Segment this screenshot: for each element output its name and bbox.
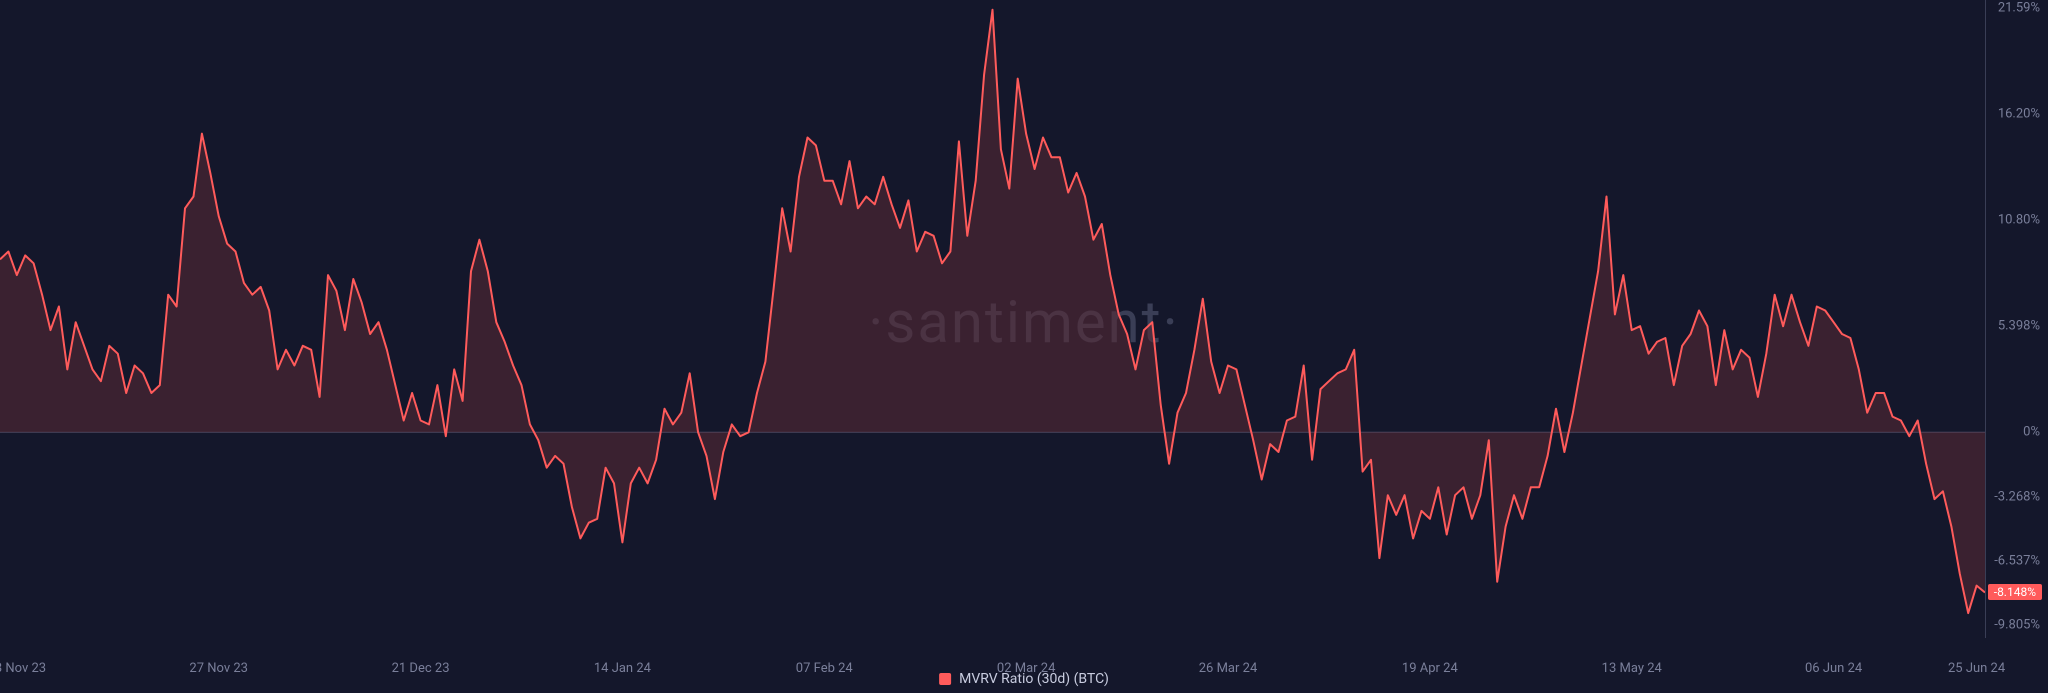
x-tick-label: 14 Jan 24 <box>594 661 651 676</box>
legend: MVRV Ratio (30d) (BTC) <box>939 671 1109 687</box>
y-tick-label: 21.59% <box>1998 1 2040 16</box>
y-tick-label: -9.805% <box>1994 618 2040 633</box>
x-tick-label: 19 Apr 24 <box>1402 661 1458 676</box>
x-tick-label: 27 Nov 23 <box>189 661 248 676</box>
y-tick-label: 0% <box>2023 425 2040 440</box>
x-tick-label: 07 Feb 24 <box>796 661 853 676</box>
x-tick-label: 03 Nov 23 <box>0 661 46 676</box>
current-value-badge: -8.148% <box>1988 584 2042 600</box>
y-axis-line <box>1985 0 1986 638</box>
y-tick-label: 16.20% <box>1998 106 2040 121</box>
chart-container: ·santiment· 21.59%16.20%10.80%5.398%0%-3… <box>0 0 2048 693</box>
chart-plot[interactable] <box>0 0 2048 693</box>
y-tick-label: -3.268% <box>1994 489 2040 504</box>
x-tick-label: 13 May 24 <box>1602 661 1662 676</box>
legend-label: MVRV Ratio (30d) (BTC) <box>959 671 1109 687</box>
legend-swatch <box>939 673 951 685</box>
x-tick-label: 26 Mar 24 <box>1199 661 1258 676</box>
y-tick-label: 5.398% <box>1998 319 2040 334</box>
x-tick-label: 25 Jun 24 <box>1948 661 2005 676</box>
x-tick-label: 06 Jun 24 <box>1805 661 1862 676</box>
x-tick-label: 21 Dec 23 <box>392 661 450 676</box>
y-tick-label: -6.537% <box>1994 553 2040 568</box>
y-tick-label: 10.80% <box>1998 213 2040 228</box>
